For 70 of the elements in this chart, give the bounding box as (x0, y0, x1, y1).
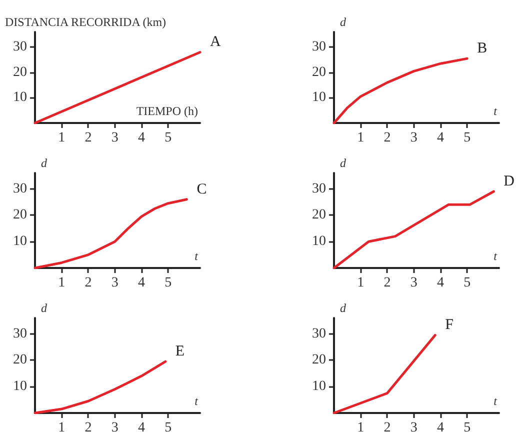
y-tick-label: 30 (13, 181, 27, 196)
x-tick-label: 5 (464, 130, 471, 146)
x-tick-label: 1 (357, 420, 364, 435)
y-tick-label: 20 (13, 352, 27, 368)
line-series (332, 57, 468, 124)
x-tick-label: 2 (384, 130, 391, 146)
x-tick-label: 3 (111, 130, 118, 146)
y-axis-title: d (41, 156, 48, 170)
y-tick-label: 20 (312, 64, 326, 80)
x-axis-title: t (494, 104, 498, 118)
x-tick-label: 3 (410, 420, 418, 435)
series-label: E (175, 344, 185, 360)
y-axis-title: d (340, 156, 347, 170)
y-axis-title: d (340, 301, 347, 315)
y-tick-label: 30 (312, 326, 326, 342)
x-axis-title: TIEMPO (h) (136, 104, 198, 118)
x-tick-label: 3 (111, 276, 118, 290)
series-label: B (477, 40, 488, 57)
x-tick-label: 3 (410, 276, 418, 290)
y-tick-label: 30 (312, 181, 326, 196)
x-tick-label: 3 (111, 420, 118, 435)
x-tick-label: 3 (410, 130, 418, 146)
line-series (332, 190, 495, 270)
x-tick-label: 1 (58, 420, 66, 435)
y-tick-label: 10 (312, 379, 326, 394)
x-tick-label: 4 (138, 420, 145, 435)
x-tick-label: 5 (164, 420, 172, 435)
series-label: D (504, 173, 515, 190)
x-tick-label: 2 (384, 420, 391, 435)
y-axis-title: d (41, 301, 48, 315)
y-tick-label: 30 (13, 326, 27, 342)
x-axis-title: t (494, 394, 498, 408)
y-tick-label: 10 (13, 379, 27, 394)
x-tick-label: 2 (384, 276, 391, 290)
x-tick-label: 1 (58, 130, 66, 146)
y-tick-label: 10 (312, 234, 326, 250)
x-tick-label: 4 (138, 276, 145, 290)
series-label: A (210, 34, 221, 50)
x-tick-label: 4 (436, 276, 444, 290)
y-tick-label: 20 (312, 352, 326, 368)
x-tick-label: 4 (436, 130, 444, 146)
x-tick-label: 5 (164, 276, 172, 290)
x-axis-title: t (194, 249, 199, 263)
y-tick-label: 30 (312, 40, 326, 55)
x-axis-title: t (194, 394, 199, 408)
x-tick-label: 5 (164, 130, 172, 146)
x-tick-label: 5 (464, 276, 471, 290)
y-axis-title: d (340, 15, 347, 29)
x-tick-label: 4 (436, 420, 444, 435)
x-tick-label: 1 (357, 130, 364, 146)
x-axis-title: t (494, 249, 498, 263)
series-label: C (196, 181, 207, 198)
series-label: F (445, 317, 454, 334)
x-tick-label: 2 (84, 420, 92, 435)
x-tick-label: 1 (58, 276, 66, 290)
y-tick-label: 20 (312, 208, 326, 223)
y-axis-title: DISTANCIA RECORRIDA (km) (5, 15, 166, 29)
x-tick-label: 5 (464, 420, 471, 435)
x-tick-label: 1 (357, 276, 364, 290)
y-tick-label: 20 (13, 208, 27, 223)
x-tick-label: 2 (84, 276, 92, 290)
y-tick-label: 10 (312, 90, 326, 106)
y-tick-label: 10 (13, 90, 27, 106)
x-tick-label: 2 (84, 130, 92, 146)
y-tick-label: 30 (13, 40, 27, 55)
x-tick-label: 4 (138, 130, 145, 146)
line-series (34, 198, 188, 270)
y-tick-label: 10 (13, 234, 27, 250)
y-tick-label: 20 (13, 64, 27, 80)
line-series (34, 360, 167, 414)
